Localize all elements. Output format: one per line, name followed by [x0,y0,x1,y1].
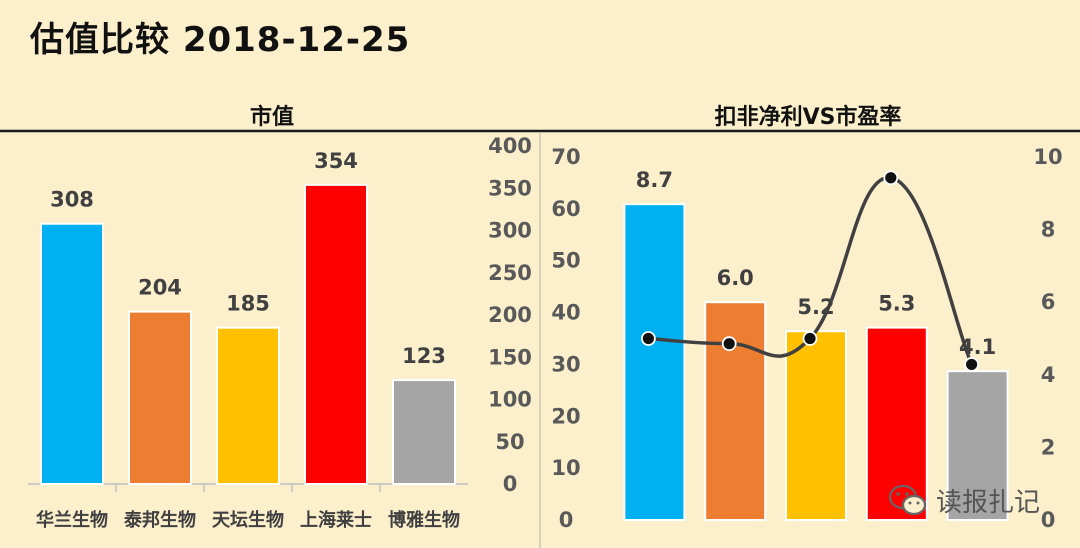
bar [623,203,686,521]
data-label: 308 [50,188,94,212]
data-label: 185 [226,292,270,316]
pe-point [883,170,899,186]
y-tick-label: 250 [488,261,532,285]
y-tick-label: 100 [488,388,532,412]
bar [392,379,456,485]
page-title: 估值比较 2018-12-25 [30,20,411,60]
y-tick-label: 0 [503,472,518,496]
right-y-tick-label: 0 [1041,508,1056,532]
pe-point [721,336,737,352]
watermark: 读报扎记 [888,482,1040,519]
left-y-tick-label: 70 [551,145,580,169]
y-tick-label: 400 [488,134,532,158]
data-label: 8.7 [636,168,673,192]
y-tick-label: 50 [495,430,524,454]
x-tick-label: 博雅生物 [388,509,460,531]
bar [40,222,104,486]
right-y-tick-label: 6 [1041,290,1056,314]
bar [216,326,280,485]
market-cap-chart: 市值 0 50 100 150 200 250 300 350 400 308 华兰生物 204 泰邦生物… [28,104,532,531]
x-tick-label: 上海莱士 [300,509,372,531]
data-label: 123 [402,344,446,368]
left-y-tick-label: 20 [551,404,580,428]
pe-line [648,175,974,366]
y-tick-label: 200 [488,303,532,327]
pe-point [641,331,656,346]
left-y-tick-label: 0 [559,508,574,532]
right-y-tick-label: 2 [1041,435,1056,459]
bar [304,183,368,485]
x-tick-label: 泰邦生物 [123,509,196,531]
data-label: 6.0 [717,266,754,290]
wechat-icon [888,484,927,515]
data-label: 354 [314,149,358,173]
y-tick-label: 350 [488,176,532,200]
right-y-tick-label: 4 [1041,363,1056,387]
right-y-tick-label: 8 [1041,218,1056,242]
data-label: 204 [138,276,182,300]
y-tick-label: 150 [488,345,532,369]
bar [785,330,847,521]
x-tick-label: 华兰生物 [36,509,108,531]
left-y-tick-label: 10 [551,456,580,480]
chart-title: 扣非净利VS市盈率 [715,104,902,130]
chart-title: 市值 [250,104,294,130]
profit-vs-pe-chart: 扣非净利VS市盈率01020304050607002468108.76.05.2… [551,104,1062,532]
right-y-tick-label: 10 [1033,145,1062,169]
bar [128,310,192,485]
bar [946,370,1009,522]
bar [704,301,767,522]
left-y-tick-label: 30 [551,352,580,376]
x-tick-label: 天坛生物 [212,509,284,531]
y-tick-label: 300 [488,219,532,243]
pe-point [964,357,979,372]
left-y-tick-label: 60 [551,197,580,221]
left-y-tick-label: 50 [551,249,580,273]
pe-point [802,331,818,346]
watermark-text: 读报扎记 [936,488,1041,518]
data-label: 5.3 [878,292,915,316]
left-y-tick-label: 40 [551,301,580,325]
